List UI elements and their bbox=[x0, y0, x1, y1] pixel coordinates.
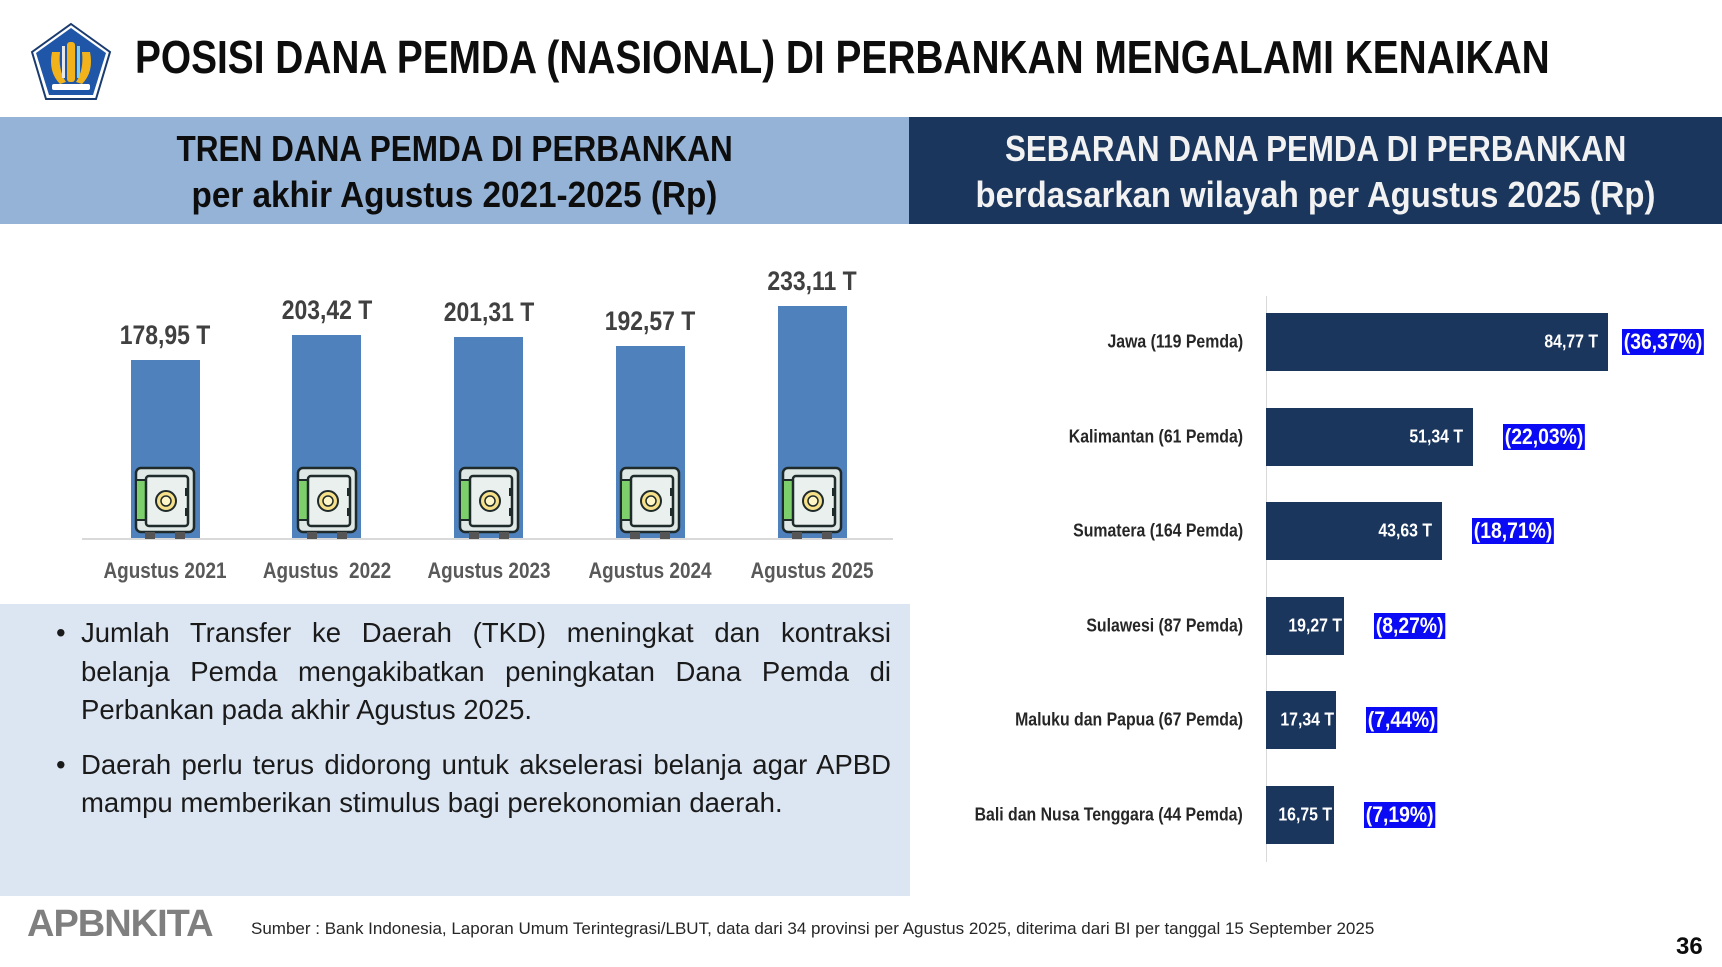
bar-value-label: 19,27 T bbox=[1288, 615, 1342, 636]
bullet-item: • Daerah perlu terus didorong untuk aksel… bbox=[56, 748, 891, 819]
bar-value-label: 17,34 T bbox=[1280, 709, 1335, 730]
x-axis-tick-label: Agustus 2023 bbox=[427, 558, 551, 583]
percent-badge: (8,27%) bbox=[1373, 612, 1446, 639]
trend-panel-subtitle: per akhir Agustus 2021-2025 (Rp) bbox=[191, 174, 718, 215]
bullet-text: Jumlah Transfer ke Daerah (TKD) meningka… bbox=[81, 617, 891, 725]
trend-panel-header: TREN DANA PEMDA DI PERBANKAN per akhir A… bbox=[0, 117, 909, 224]
bar-value-label: 84,77 T bbox=[1544, 331, 1599, 352]
y-axis-category-label: Sulawesi (87 Pemda) bbox=[1086, 615, 1243, 636]
y-axis-category-label: Bali dan Nusa Tenggara (44 Pemda) bbox=[974, 804, 1243, 825]
safe-icon bbox=[457, 466, 521, 542]
y-axis-category-label: Kalimantan (61 Pemda) bbox=[1068, 426, 1243, 447]
bar-value-label: 51,34 T bbox=[1409, 426, 1464, 447]
x-axis-tick-label: Agustus 2024 bbox=[588, 558, 712, 583]
safe-icon bbox=[295, 466, 359, 542]
distribution-panel-subtitle: berdasarkan wilayah per Agustus 2025 (Rp… bbox=[975, 174, 1656, 215]
page-title: POSISI DANA PEMDA (NASIONAL) DI PERBANKA… bbox=[135, 31, 1550, 83]
region-bar-6 bbox=[1266, 786, 1334, 844]
percent-badge: (7,19%) bbox=[1363, 802, 1435, 828]
y-axis-category-label: Sumatera (164 Pemda) bbox=[1073, 520, 1243, 541]
apbnkita-logo: APBNKITA bbox=[27, 903, 214, 945]
percent-badge: (18,71%) bbox=[1472, 518, 1555, 545]
region-bar-3 bbox=[1266, 502, 1443, 561]
y-axis-category-label: Maluku dan Papua (67 Pemda) bbox=[1015, 709, 1243, 730]
region-bar-5 bbox=[1266, 691, 1337, 750]
bullet-text: Daerah perlu terus didorong untuk aksele… bbox=[81, 748, 891, 819]
region-bar-2 bbox=[1266, 407, 1474, 466]
safe-icon bbox=[133, 466, 197, 542]
key-points-box: • Jumlah Transfer ke Daerah (TKD) meningk… bbox=[0, 604, 910, 896]
source-note: Sumber : Bank Indonesia, Laporan Umum Te… bbox=[251, 919, 1375, 938]
page-number: 36 bbox=[1676, 933, 1703, 960]
distribution-panel-title: SEBARAN DANA PEMDA DI PERBANKAN bbox=[1004, 128, 1627, 169]
safe-icon bbox=[780, 466, 844, 542]
bullet-item: • Jumlah Transfer ke Daerah (TKD) meningk… bbox=[56, 617, 891, 725]
x-axis-tick-label: Agustus 2025 bbox=[750, 558, 874, 583]
percent-badge: (36,37%) bbox=[1622, 329, 1705, 355]
x-axis-tick-label: Agustus 2021 bbox=[103, 558, 227, 583]
bar-value-label: 178,95 T bbox=[119, 319, 211, 350]
region-chart-y-axis bbox=[1266, 296, 1267, 862]
bar-value-label: 16,75 T bbox=[1277, 804, 1332, 825]
y-axis-category-label: Jawa (119 Pemda) bbox=[1107, 331, 1243, 352]
region-bar-4 bbox=[1266, 596, 1344, 655]
bar-value-label: 233,11 T bbox=[767, 265, 857, 296]
percent-badge: (7,44%) bbox=[1366, 707, 1438, 734]
bar-value-label: 192,57 T bbox=[605, 306, 696, 337]
x-axis-tick-label: Agustus 2022 bbox=[262, 558, 391, 583]
bar-value-label: 203,42 T bbox=[281, 295, 373, 326]
trend-panel-title: TREN DANA PEMDA DI PERBANKAN bbox=[176, 128, 733, 169]
safe-icon bbox=[618, 466, 682, 542]
region-bar-1 bbox=[1266, 313, 1609, 371]
distribution-panel-header: SEBARAN DANA PEMDA DI PERBANKAN berdasar… bbox=[909, 117, 1722, 224]
percent-badge: (22,03%) bbox=[1503, 423, 1586, 450]
bar-value-label: 43,63 T bbox=[1378, 520, 1433, 541]
ministry-logo-icon bbox=[30, 22, 112, 102]
bar-value-label: 201,31 T bbox=[443, 297, 534, 328]
trend-chart-x-axis bbox=[82, 538, 893, 540]
